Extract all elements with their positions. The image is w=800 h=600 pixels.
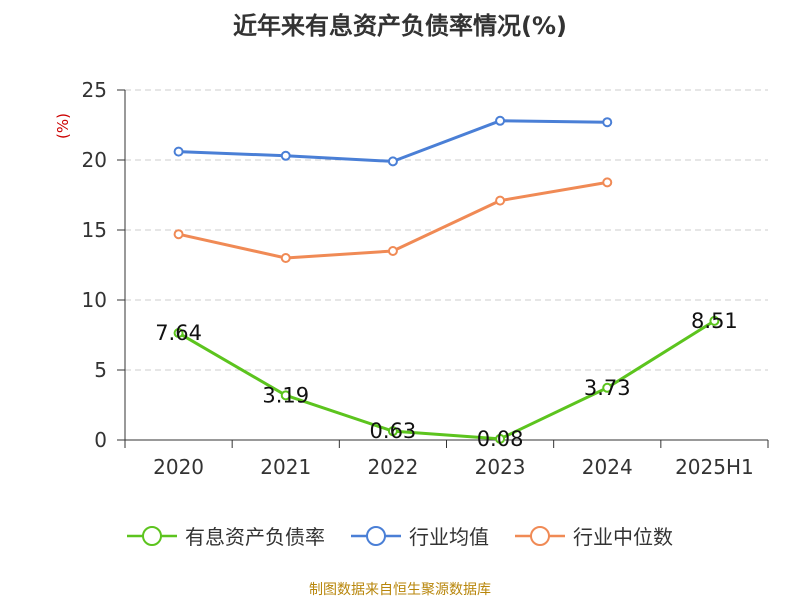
legend-marker-icon	[515, 525, 565, 546]
data-point	[387, 156, 398, 167]
y-tick-label: 10	[82, 288, 107, 312]
legend-label: 行业均值	[409, 525, 489, 549]
x-tick-label: 2021	[260, 455, 311, 479]
x-tick-label: 2022	[367, 455, 418, 479]
data-point	[173, 328, 184, 339]
data-labels: 7.64 3.19 0.63 0.08 3.73 8.51	[155, 309, 738, 451]
data-point	[602, 177, 613, 188]
y-tick-label: 0	[94, 428, 107, 452]
y-axis-label: (%)	[54, 113, 72, 139]
gridlines	[125, 89, 768, 371]
data-point	[495, 195, 506, 206]
data-point	[173, 146, 184, 157]
data-point	[495, 433, 506, 444]
series-line	[177, 319, 716, 441]
y-tick-label: 5	[94, 358, 107, 382]
legend-item[interactable]: 行业中位数	[515, 521, 673, 550]
legend-marker-icon	[127, 525, 177, 546]
legend-label: 行业中位数	[573, 525, 673, 549]
x-tick-label: 2025H1	[675, 455, 754, 479]
data-point	[280, 390, 291, 401]
legend-circle	[366, 525, 386, 546]
chart-title: 近年来有息资产负债率情况(%)	[233, 12, 567, 40]
legend-label: 有息资产负债率	[185, 525, 325, 549]
data-point	[173, 229, 184, 240]
x-tick-label: 2024	[582, 455, 633, 479]
legend-marker-icon	[351, 525, 401, 546]
data-label: 8.51	[691, 309, 738, 333]
data-label: 0.08	[477, 427, 524, 451]
legend-circle	[530, 525, 550, 546]
data-point	[709, 315, 720, 326]
axes: 0 5 10 15 20 25 2020 2021 2022 2023 2024 2025H1	[82, 78, 769, 479]
data-point	[602, 117, 613, 128]
legend-circle	[142, 525, 162, 546]
data-point	[280, 253, 291, 263]
data-label: 3.19	[262, 383, 309, 407]
data-label: 7.64	[155, 321, 202, 345]
data-point	[387, 426, 398, 437]
data-point	[387, 246, 398, 256]
data-point	[602, 382, 613, 393]
series-line	[178, 119, 608, 163]
data-label: 0.63	[370, 419, 417, 443]
legend: 有息资产负债率 行业均值 行业中位数	[0, 521, 800, 550]
x-tick-label: 2023	[475, 455, 526, 479]
data-point	[495, 115, 506, 126]
legend-item[interactable]: 有息资产负债率	[127, 521, 325, 550]
y-tick-label: 15	[82, 218, 107, 242]
legend-item[interactable]: 行业均值	[351, 521, 489, 550]
data-label: 3.73	[584, 376, 631, 400]
series-lines	[173, 115, 720, 444]
x-tick-label: 2020	[153, 455, 204, 479]
y-tick-label: 25	[82, 78, 107, 102]
source-note: 制图数据来自恒生聚源数据库	[309, 582, 491, 598]
y-tick-label: 20	[82, 148, 107, 172]
data-point	[280, 150, 291, 161]
